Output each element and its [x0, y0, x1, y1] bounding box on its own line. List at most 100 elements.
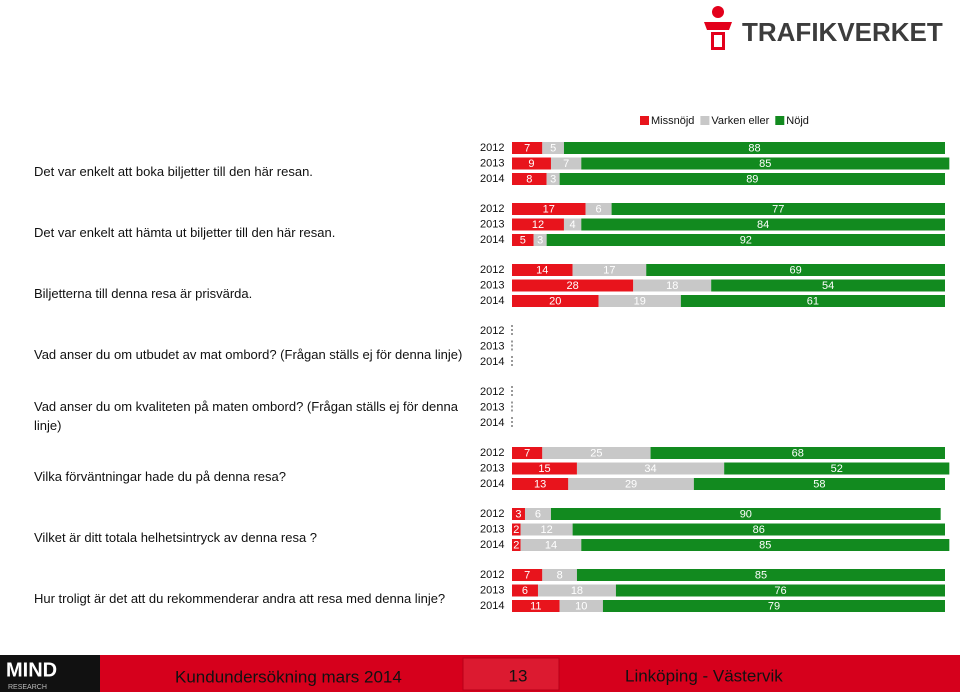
- value-label: 19: [634, 295, 646, 307]
- value-label: 61: [807, 295, 819, 307]
- bar-segment: [546, 234, 945, 246]
- value-label: 6: [535, 508, 541, 520]
- value-label: 12: [532, 219, 544, 231]
- page-box: [462, 657, 560, 691]
- bar-segment: [615, 584, 945, 597]
- bar-segment: [542, 142, 564, 154]
- bar-segment: [542, 569, 577, 581]
- bar-segment: [563, 218, 582, 231]
- bar-segment: [550, 157, 582, 170]
- value-label: 13: [534, 478, 546, 490]
- value-label: 52: [831, 463, 843, 475]
- year-label: 2012: [480, 386, 504, 398]
- bar-segment: [512, 508, 525, 520]
- legend-label: Missnöjd: [651, 115, 694, 127]
- value-label: 79: [768, 600, 780, 612]
- year-label: 2013: [480, 157, 504, 169]
- value-label: 84: [757, 219, 769, 231]
- value-label: 69: [789, 264, 801, 276]
- value-label: 15: [538, 463, 550, 475]
- bar-segment: [724, 462, 950, 475]
- bar-segment: [512, 539, 521, 551]
- value-label: 18: [666, 280, 678, 292]
- question-label: Vilka förväntningar hade du på denna res…: [34, 469, 287, 484]
- bar-segment: [650, 447, 945, 459]
- bar-segment: [611, 203, 945, 215]
- bar-segment: [512, 523, 521, 536]
- value-label: 86: [753, 524, 765, 536]
- value-label: 90: [740, 508, 752, 520]
- year-label: 2014: [480, 356, 504, 368]
- year-label: 2012: [480, 569, 504, 581]
- value-label: 10: [575, 600, 587, 612]
- bar-segment: [533, 234, 547, 246]
- year-label: 2013: [480, 462, 504, 474]
- year-label: 2014: [480, 173, 504, 185]
- bar-segment: [512, 142, 543, 154]
- bar-segment: [550, 508, 941, 520]
- bar-segment: [512, 600, 560, 612]
- value-label: 17: [603, 264, 615, 276]
- year-label: 2013: [480, 218, 504, 230]
- bar-segment: [576, 569, 945, 581]
- footer-logo-box: [0, 655, 100, 692]
- bar-segment: [559, 173, 945, 185]
- value-label: 7: [524, 447, 530, 459]
- bar-segment: [512, 203, 586, 215]
- question-label: Vad anser du om kvaliteten på maten ombo…: [34, 398, 458, 433]
- bar-segment: [693, 478, 945, 490]
- footer-brand: MIND: [6, 659, 57, 681]
- value-label: 8: [557, 569, 563, 581]
- question-label: Vad anser du om utbudet av mat ombord? (…: [34, 347, 463, 362]
- question-label: Det var enkelt att hämta ut biljetter ti…: [34, 225, 336, 240]
- bar-segment: [602, 600, 945, 612]
- year-label: 2013: [480, 279, 504, 291]
- question-label: Biljetterna till denna resa är prisvärda…: [34, 286, 253, 301]
- bar-segment: [572, 523, 945, 536]
- bar-segment: [581, 539, 950, 551]
- question-label: Vilket är ditt totala helhetsintryck av …: [34, 530, 318, 545]
- value-label: 6: [596, 203, 602, 215]
- footer-brand-sub: RESEARCH: [8, 684, 47, 691]
- legend-swatch: [700, 116, 710, 125]
- bar-segment: [598, 295, 681, 307]
- value-label: 5: [520, 234, 526, 246]
- logo-text: TRAFIKVERKET: [742, 17, 943, 47]
- value-label: 28: [566, 280, 578, 292]
- bar-segment: [633, 279, 712, 292]
- value-label: 7: [524, 569, 530, 581]
- bar-segment: [585, 203, 612, 215]
- year-label: 2013: [480, 401, 504, 413]
- value-label: 14: [536, 264, 548, 276]
- year-label: 2012: [480, 203, 504, 215]
- year-label: 2013: [480, 523, 504, 535]
- value-label: 85: [759, 158, 771, 170]
- value-label: 7: [524, 142, 530, 154]
- year-label: 2013: [480, 340, 504, 352]
- year-label: 2012: [480, 142, 504, 154]
- footer-right: Linköping - Västervik: [625, 666, 783, 685]
- value-label: 85: [759, 539, 771, 551]
- year-label: 2014: [480, 539, 504, 551]
- value-label: 2: [513, 524, 519, 536]
- legend-label: Varken eller: [711, 115, 769, 127]
- question-label: Hur troligt är det att du rekommenderar …: [34, 591, 446, 606]
- bar-segment: [512, 264, 573, 276]
- bar-segment: [572, 264, 647, 276]
- bar-segment: [563, 142, 945, 154]
- bar-segment: [581, 218, 945, 231]
- year-label: 2014: [480, 600, 504, 612]
- value-label: 8: [526, 173, 532, 185]
- value-label: 5: [550, 142, 556, 154]
- value-label: 54: [822, 280, 834, 292]
- value-label: 12: [541, 524, 553, 536]
- bar-segment: [568, 478, 694, 490]
- year-label: 2013: [480, 584, 504, 596]
- value-label: 34: [644, 463, 656, 475]
- legend-label: Nöjd: [786, 115, 809, 127]
- value-label: 89: [746, 173, 758, 185]
- bar-segment: [512, 462, 577, 475]
- bar-segment: [512, 569, 543, 581]
- value-label: 11: [530, 600, 541, 612]
- bar-segment: [711, 279, 945, 292]
